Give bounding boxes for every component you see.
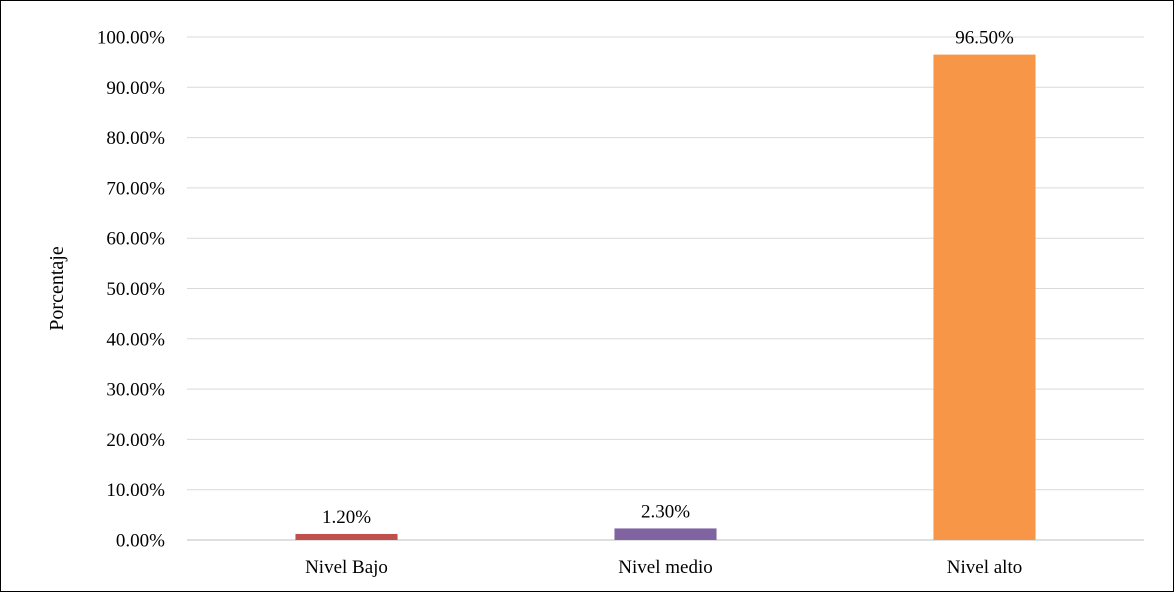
y-tick-label: 10.00% xyxy=(106,480,165,501)
x-tick-label: Nivel medio xyxy=(618,557,712,578)
y-tick-label: 70.00% xyxy=(106,178,165,199)
y-tick-label: 90.00% xyxy=(106,78,165,99)
data-labels: 1.20% 2.30% 96.50% xyxy=(322,28,1014,528)
y-tick-label: 30.00% xyxy=(106,380,165,401)
bar xyxy=(933,54,1036,540)
y-tick-label: 60.00% xyxy=(106,229,165,250)
x-tick-label: Nivel Bajo xyxy=(305,557,388,578)
y-tick-label: 100.00% xyxy=(97,28,165,49)
bar xyxy=(295,533,398,540)
y-tick-label: 20.00% xyxy=(106,430,165,451)
y-axis-tick-labels: 0.00% 10.00% 20.00% 30.00% 40.00% 50.00% 60.00… xyxy=(97,28,165,552)
y-axis-title: Porcentaje xyxy=(46,246,68,331)
y-tick-label: 50.00% xyxy=(106,279,165,300)
y-tick-label: 80.00% xyxy=(106,128,165,149)
data-label: 1.20% xyxy=(322,507,371,528)
y-tick-label: 40.00% xyxy=(106,329,165,350)
bars xyxy=(295,54,1036,540)
data-label: 2.30% xyxy=(641,501,690,522)
x-axis-tick-labels: Nivel Bajo Nivel medio Nivel alto xyxy=(305,557,1022,578)
bar xyxy=(614,528,717,540)
x-tick-label: Nivel alto xyxy=(947,557,1022,578)
y-tick-label: 0.00% xyxy=(116,531,165,552)
data-label: 96.50% xyxy=(955,28,1014,49)
